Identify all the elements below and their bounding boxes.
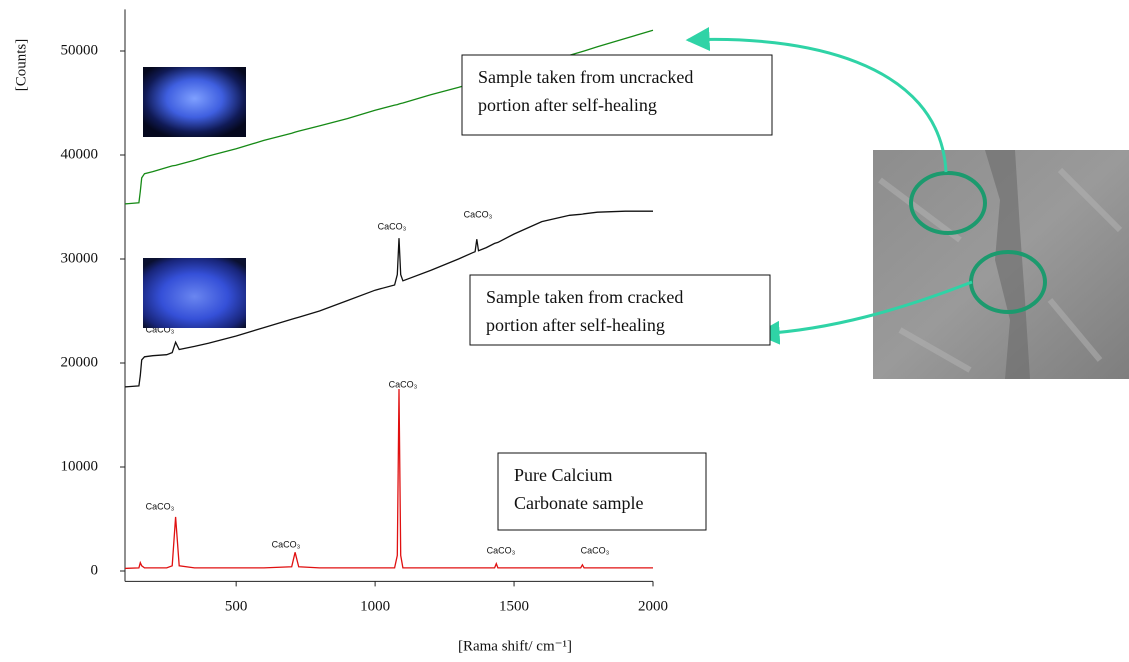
- peak-label: CaCO₃: [487, 545, 516, 555]
- plot-area: 0 10000 20000 30000 40000 50000 500 1000 1500 200…: [61, 9, 668, 614]
- peak-label: CaCO₃: [378, 221, 407, 231]
- arrow: [685, 27, 948, 173]
- text-box-line: Pure Calcium: [514, 465, 612, 485]
- text-box-line: Sample taken from cracked: [486, 287, 683, 307]
- x-tick-label: 500: [225, 598, 248, 614]
- y-tick-label: 40000: [61, 146, 99, 162]
- x-tick-label: 1500: [499, 598, 529, 614]
- y-tick-label: 50000: [61, 42, 99, 58]
- arrow: [755, 280, 973, 345]
- y-axis-label: [Counts]: [13, 39, 29, 92]
- y-tick-label: 20000: [61, 354, 99, 370]
- peak-label: CaCO₃: [146, 324, 175, 334]
- peak-label: CaCO₃: [146, 501, 175, 511]
- x-tick-label: 2000: [638, 598, 668, 614]
- x-axis-label: [Rama shift/ cm⁻¹]: [458, 638, 572, 654]
- text-box: [497, 452, 707, 531]
- micrograph: [143, 258, 246, 328]
- text-box-line: portion after self-healing: [478, 95, 657, 115]
- text-box: [461, 54, 773, 136]
- peak-label: CaCO₃: [272, 539, 301, 549]
- y-tick-label: 10000: [61, 458, 99, 474]
- series-line: [124, 210, 653, 388]
- peak-label: CaCO₃: [389, 379, 418, 389]
- text-box-line: Carbonate sample: [514, 493, 643, 513]
- series-line: [124, 388, 653, 570]
- x-tick-label: 1000: [360, 598, 390, 614]
- text-box: [469, 274, 771, 346]
- y-tick-label: 0: [91, 562, 99, 578]
- peak-label: CaCO₃: [581, 545, 610, 555]
- photo: [873, 150, 1129, 379]
- text-boxes: Sample taken from uncracked portion after…: [461, 54, 773, 531]
- peak-label: CaCO₃: [464, 209, 493, 219]
- y-tick-label: 30000: [61, 250, 99, 266]
- text-box-line: portion after self-healing: [486, 315, 665, 335]
- text-box-line: Sample taken from uncracked: [478, 67, 693, 87]
- micrograph: [143, 67, 246, 137]
